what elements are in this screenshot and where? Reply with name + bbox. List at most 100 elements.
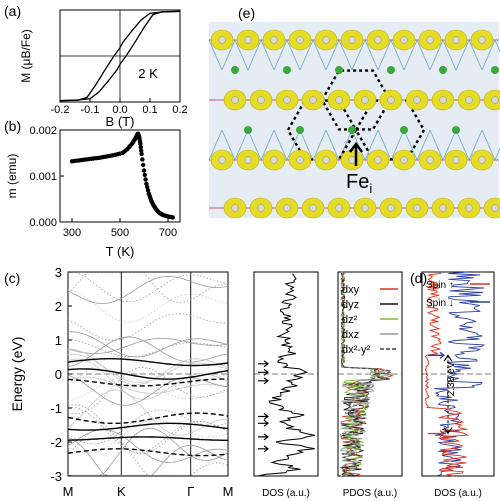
ion-atom: [270, 36, 278, 44]
fe-atom: [335, 66, 343, 74]
gap-arrowhead-icon: [443, 354, 453, 435]
fe-atom: [244, 126, 252, 134]
fe-d-band-line: [67, 448, 229, 457]
arrow-right-icon: [258, 413, 269, 420]
panel-a-ylabel: M (μB/Fe): [19, 29, 33, 83]
ion-atom: [283, 96, 291, 104]
b-ytick-label: 0.001: [29, 171, 57, 183]
arrow-right-icon: [258, 433, 269, 441]
band-line: [67, 339, 229, 358]
pdos-xlabel: PDOS (a.u.): [343, 488, 397, 499]
a-xtick-label: -0.1: [81, 104, 100, 116]
lattice-bond: [260, 129, 275, 161]
lattice-bond: [494, 39, 500, 53]
panel-b-label: (b): [4, 118, 21, 134]
pdos-legend-label: dxy: [342, 284, 360, 296]
lattice-bond: [455, 39, 470, 71]
lattice-bond: [416, 39, 431, 71]
lattice-bond: [390, 39, 405, 71]
energy-tick-label: 2: [55, 299, 62, 314]
b-xtick-label: 700: [159, 227, 177, 239]
arrow-right-icon: [428, 351, 446, 359]
lattice-bond: [429, 129, 444, 161]
ion-atom: [374, 156, 382, 164]
ion-atom: [387, 204, 395, 212]
pdos-legend-label: dx²-y²: [342, 344, 370, 356]
lattice-bond: [338, 39, 353, 71]
mt-data-point: [139, 148, 144, 153]
lattice-bond: [468, 129, 483, 161]
band-line: [67, 354, 229, 383]
ion-atom: [478, 156, 486, 164]
lattice-bond: [390, 129, 405, 161]
fe-atom: [296, 126, 304, 134]
fe-d-band-line: [67, 436, 228, 441]
fe-atom: [400, 126, 408, 134]
panel-b: T (K) m (emu) 300 500 700 0.000 0.001 0.002: [5, 125, 181, 259]
panel-a: 2 K B (T) M (μB/Fe) -0.2 -0.1 0.0 0.1 0.2: [19, 9, 188, 129]
ion-atom: [309, 204, 317, 212]
ion-atom: [387, 96, 395, 104]
band-line: [67, 288, 229, 323]
b-ytick-label: 0.002: [29, 125, 57, 137]
ion-atom: [296, 36, 304, 44]
lattice-bond: [403, 129, 418, 161]
arrow-right-icon: [258, 419, 269, 427]
ion-atom: [335, 96, 343, 104]
dos-curve: [258, 273, 315, 477]
lattice-bond: [481, 39, 496, 71]
lattice-bond: [312, 39, 327, 71]
fe-d-band-line: [67, 368, 229, 380]
fe-atom: [387, 66, 395, 74]
ion-atom: [452, 156, 460, 164]
lattice-bond: [260, 39, 275, 71]
lattice-bond: [299, 39, 314, 71]
dashed-hexagon: [320, 69, 392, 131]
ion-atom: [348, 156, 356, 164]
energy-tick-label: -3: [50, 469, 62, 484]
ion-atom: [452, 36, 460, 44]
lattice-bond: [468, 39, 483, 71]
band-line: [67, 389, 229, 436]
lattice-bond: [312, 129, 327, 161]
ion-atom: [257, 96, 265, 104]
lattice-bond: [273, 129, 288, 161]
pdos-curve-3: [339, 271, 392, 477]
energy-tick-label: 1: [55, 333, 62, 348]
ion-atom: [231, 96, 239, 104]
mt-data-point: [145, 184, 150, 190]
band-line: [68, 272, 229, 303]
lattice-bond: [208, 129, 223, 161]
band-line: [67, 313, 229, 341]
b-ytick-label: 0.000: [29, 217, 57, 229]
arrow-right-icon: [258, 377, 269, 385]
ion-atom: [348, 36, 356, 44]
ion-atom: [439, 96, 447, 104]
panel-d-label: (d): [410, 270, 427, 286]
lattice-bond: [442, 129, 457, 161]
ion-atom: [218, 156, 226, 164]
panel-b-ylabel: m (emu): [5, 154, 19, 199]
lattice-bond: [377, 39, 392, 71]
gap-annotation: 2.38 eV: [446, 361, 457, 396]
mt-data-point: [141, 162, 146, 168]
fe-atom: [452, 126, 460, 134]
a-xtick-label: 0.0: [112, 104, 127, 116]
arrow-right-icon: [258, 445, 269, 453]
lattice-bond: [416, 129, 431, 161]
lattice-bond: [351, 129, 366, 161]
lattice-bond: [234, 39, 249, 71]
lattice-bond: [247, 39, 262, 71]
ion-atom: [400, 36, 408, 44]
energy-tick-label: 0: [55, 367, 62, 382]
panel-b-frame: [59, 129, 181, 223]
b-xtick-label: 300: [63, 227, 81, 239]
ion-atom: [270, 156, 278, 164]
fe-atom: [439, 66, 447, 74]
lattice-bond: [325, 129, 340, 161]
spin-dos-curve-0: [434, 271, 486, 477]
lattice-bond: [221, 39, 236, 71]
mt-data-point: [141, 168, 147, 173]
kpoint-label: K: [117, 484, 126, 499]
lattice-bond: [442, 39, 457, 71]
